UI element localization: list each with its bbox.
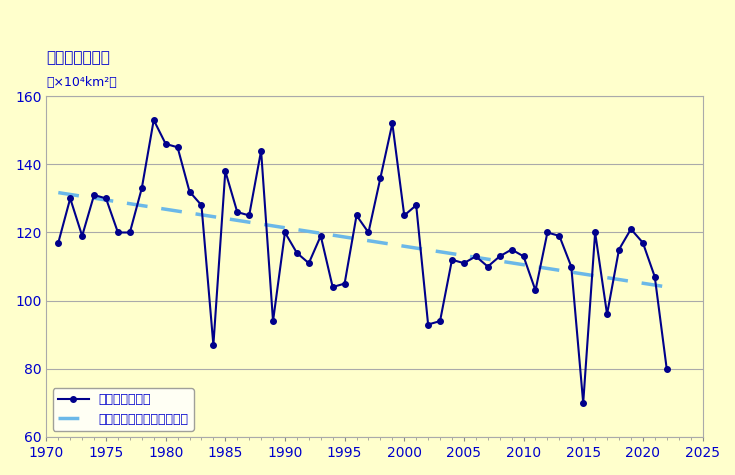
最大海氷域面積の変化傾向 xyxy=(340,234,349,240)
最大海氷域面積の変化傾向 xyxy=(662,284,671,290)
最大海氷域面積 xyxy=(436,318,445,324)
最大海氷域面積 xyxy=(662,366,671,371)
最大海氷域面積の変化傾向 xyxy=(614,276,623,282)
Text: 最大海氷域面積: 最大海氷域面積 xyxy=(46,50,110,66)
最大海氷域面積 xyxy=(101,196,110,201)
最大海氷域面積の変化傾向 xyxy=(423,247,432,253)
最大海氷域面積 xyxy=(352,213,361,219)
最大海氷域面積の変化傾向 xyxy=(101,197,110,203)
最大海氷域面積の変化傾向 xyxy=(268,223,277,229)
最大海氷域面積 xyxy=(54,240,62,246)
最大海氷域面積の変化傾向 xyxy=(448,251,456,256)
Text: （×10⁴km²）: （×10⁴km²） xyxy=(46,76,117,89)
最大海氷域面積の変化傾向 xyxy=(54,190,62,195)
最大海氷域面積 xyxy=(281,229,290,235)
最大海氷域面積 xyxy=(578,400,587,406)
Line: 最大海氷域面積の変化傾向: 最大海氷域面積の変化傾向 xyxy=(58,192,667,287)
Line: 最大海氷域面積: 最大海氷域面積 xyxy=(56,117,670,406)
最大海氷域面積 xyxy=(149,117,158,123)
Legend: 最大海氷域面積, 最大海氷域面積の変化傾向: 最大海氷域面積, 最大海氷域面積の変化傾向 xyxy=(53,389,194,431)
最大海氷域面積 xyxy=(459,260,468,266)
最大海氷域面積 xyxy=(388,121,397,126)
